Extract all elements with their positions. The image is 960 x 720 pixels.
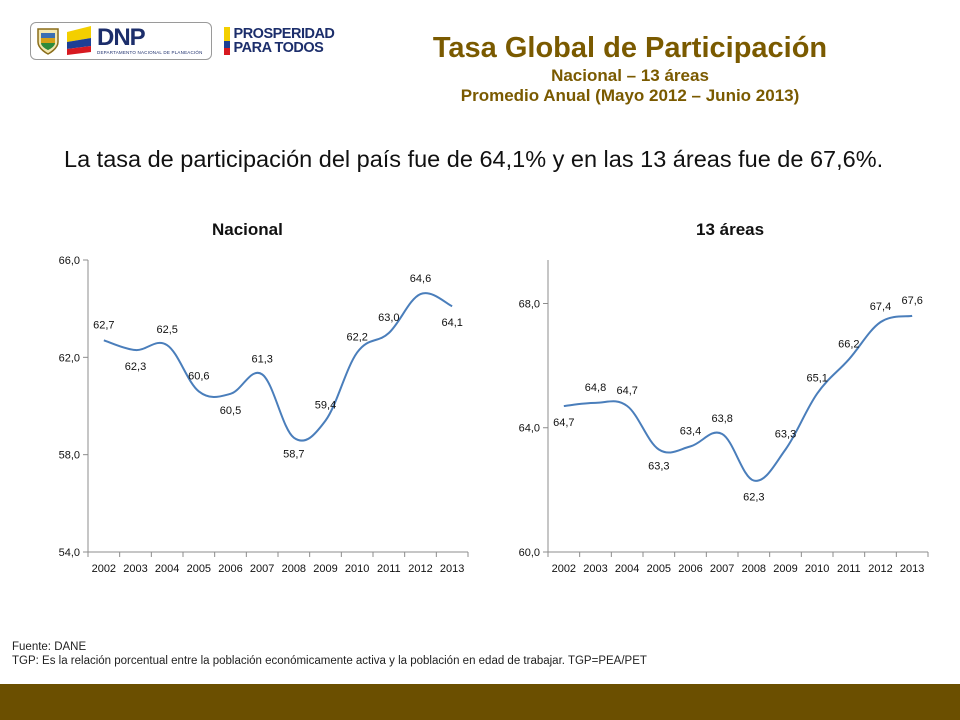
areas-x-tick-label: 2007 bbox=[710, 563, 734, 575]
lead-text: La tasa de participación del país fue de… bbox=[64, 146, 884, 172]
definition-note: TGP: Es la relación porcentual entre la … bbox=[12, 655, 647, 667]
page-subtitle-2: Promedio Anual (Mayo 2012 – Junio 2013) bbox=[460, 86, 800, 105]
nacional-x-tick-label: 2005 bbox=[187, 563, 211, 575]
nacional-data-label: 60,6 bbox=[188, 370, 209, 382]
bottom-bar bbox=[0, 684, 960, 720]
nacional-y-tick-label: 66,0 bbox=[59, 255, 80, 267]
areas-data-label: 64,7 bbox=[553, 417, 574, 429]
nacional-data-label: 58,7 bbox=[283, 449, 304, 461]
chart-title-nacional: Nacional bbox=[212, 220, 283, 239]
nacional-y-tick-label: 62,0 bbox=[59, 352, 80, 364]
nacional-x-tick-label: 2009 bbox=[313, 563, 337, 575]
nacional-data-label: 64,6 bbox=[410, 273, 431, 285]
prosperidad-line2: PARA TODOS bbox=[233, 40, 324, 56]
nacional-y-tick-label: 54,0 bbox=[59, 547, 80, 559]
areas-series-line bbox=[563, 314, 913, 482]
coat-of-arms-icon bbox=[37, 28, 59, 55]
dnp-sub: DEPARTAMENTO NACIONAL DE PLANEACIÓN bbox=[97, 50, 203, 55]
nacional-x-tick-label: 2013 bbox=[440, 563, 464, 575]
areas-x-tick-label: 2006 bbox=[678, 563, 702, 575]
areas-x-tick-label: 2011 bbox=[837, 563, 861, 575]
nacional-data-label: 63,0 bbox=[378, 312, 399, 324]
chart-panel-13-areas: 60,0 64,0 68,0 2002 2003 2004 2005 2006 2007 2008… bbox=[490, 246, 930, 582]
nacional-data-label: 60,5 bbox=[220, 405, 241, 417]
nacional-x-tick-label: 2012 bbox=[408, 563, 432, 575]
chart-nacional: 54,0 58,0 62,0 66,0 2002 2003 2004 2005 2006 2007… bbox=[59, 255, 469, 575]
page-title: Tasa Global de Participación bbox=[432, 32, 828, 64]
areas-data-label: 62,3 bbox=[743, 492, 764, 504]
source-note: Fuente: DANE bbox=[12, 641, 87, 653]
nacional-data-label: 62,3 bbox=[125, 361, 146, 373]
nacional-data-label: 59,4 bbox=[315, 400, 336, 412]
dnp-name: DNP bbox=[97, 24, 146, 51]
areas-x-tick-label: 2004 bbox=[615, 563, 639, 575]
areas-y-tick-label: 60,0 bbox=[519, 547, 540, 559]
nacional-x-tick-label: 2004 bbox=[155, 563, 179, 575]
nacional-data-label: 61,3 bbox=[251, 353, 272, 365]
chart-13-areas: 60,0 64,0 68,0 2002 2003 2004 2005 2006 2007 2008… bbox=[519, 260, 929, 575]
areas-x-tick-label: 2005 bbox=[647, 563, 671, 575]
areas-x-tick-label: 2013 bbox=[900, 563, 924, 575]
flag-icon bbox=[67, 26, 91, 55]
areas-data-label: 63,8 bbox=[711, 413, 732, 425]
areas-data-label: 63,4 bbox=[680, 425, 701, 437]
nacional-data-label: 64,1 bbox=[441, 317, 462, 329]
areas-data-label: 63,3 bbox=[775, 428, 796, 440]
areas-x-tick-label: 2012 bbox=[868, 563, 892, 575]
title-block: Tasa Global de Participación Nacional – … bbox=[400, 30, 860, 106]
areas-data-label: 67,4 bbox=[870, 301, 891, 313]
nacional-x-tick-label: 2006 bbox=[218, 563, 242, 575]
areas-x-tick-label: 2009 bbox=[773, 563, 797, 575]
chart-panel-nacional: 54,0 58,0 62,0 66,0 2002 2003 2004 2005 2006 2007… bbox=[30, 246, 470, 582]
dnp-logo: DNP DEPARTAMENTO NACIONAL DE PLANEACIÓN bbox=[30, 22, 212, 60]
prosperidad-logo: PROSPERIDAD PARA TODOS bbox=[223, 26, 335, 56]
areas-data-label: 67,6 bbox=[901, 295, 922, 307]
areas-y-tick-label: 68,0 bbox=[519, 298, 540, 310]
chart-title-13-areas: 13 áreas bbox=[696, 220, 765, 239]
footer-notes: Fuente: DANE TGP: Es la relación porcent… bbox=[12, 640, 647, 668]
nacional-x-tick-label: 2007 bbox=[250, 563, 274, 575]
nacional-x-tick-label: 2011 bbox=[377, 563, 401, 575]
areas-data-label: 64,7 bbox=[616, 385, 637, 397]
nacional-x-tick-label: 2002 bbox=[92, 563, 116, 575]
areas-data-label: 64,8 bbox=[585, 382, 606, 394]
nacional-x-tick-label: 2003 bbox=[123, 563, 147, 575]
areas-y-tick-label: 64,0 bbox=[519, 423, 540, 435]
nacional-series-line bbox=[103, 292, 453, 442]
areas-x-tick-label: 2010 bbox=[805, 563, 829, 575]
nacional-x-tick-label: 2010 bbox=[345, 563, 369, 575]
areas-x-tick-label: 2002 bbox=[552, 563, 576, 575]
areas-data-label: 65,1 bbox=[806, 373, 827, 385]
prosperidad-line1: PROSPERIDAD bbox=[233, 26, 335, 42]
prosperidad-flag-icon bbox=[223, 27, 230, 55]
page-subtitle-1: Nacional – 13 áreas bbox=[551, 66, 709, 85]
areas-x-tick-label: 2008 bbox=[742, 563, 766, 575]
nacional-data-label: 62,5 bbox=[156, 324, 177, 336]
nacional-data-label: 62,7 bbox=[93, 319, 114, 331]
nacional-x-tick-label: 2008 bbox=[282, 563, 306, 575]
nacional-data-label: 62,2 bbox=[346, 331, 367, 343]
areas-data-label: 63,3 bbox=[648, 460, 669, 472]
areas-data-label: 66,2 bbox=[838, 338, 859, 350]
logos-area: DNP DEPARTAMENTO NACIONAL DE PLANEACIÓN … bbox=[30, 20, 335, 62]
areas-x-tick-label: 2003 bbox=[583, 563, 607, 575]
nacional-y-tick-label: 58,0 bbox=[59, 450, 80, 462]
